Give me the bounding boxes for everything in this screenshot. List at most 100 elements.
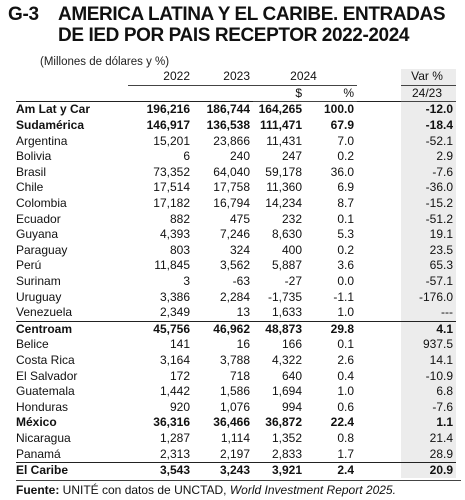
value-2022: 196,216 [128, 101, 193, 118]
table-row: Bolivia 6 240 247 0.2 2.9 [16, 148, 457, 165]
share-2024: 22.4 [330, 415, 355, 430]
table-row: Am Lat y Car 196,216 186,744 164,265 100.0 -1… [16, 101, 457, 118]
country-name: Centroam [16, 320, 128, 338]
spacer [357, 399, 401, 415]
variation: 6.8 [401, 383, 457, 400]
table-row: Ecuador 882 475 232 0.1 -51.2 [16, 211, 457, 227]
table-row: Chile 17,514 17,758 11,360 6.9 -36.0 [16, 180, 457, 196]
share-2024: 2.6 [337, 352, 355, 367]
spacer [357, 446, 401, 462]
variation: -52.1 [401, 133, 457, 149]
value-2023: 324 [229, 242, 250, 257]
header-gap [357, 69, 401, 85]
value-2022: 172 [169, 368, 190, 383]
country-name: Honduras [16, 399, 69, 414]
value-2022: 1,442 [159, 384, 190, 399]
value-2024: 166 [281, 337, 302, 352]
value-2024: 8,630 [271, 227, 302, 242]
country-name: Nicaragua [16, 430, 71, 445]
value-2023: 1,586 [219, 384, 250, 399]
value-2023: 1,076 [219, 399, 250, 414]
variation: 23.5 [401, 242, 457, 259]
value-2022: 45,756 [128, 320, 193, 338]
country-name: Venezuela [16, 305, 73, 320]
share-2024: 1.0 [337, 305, 355, 320]
table-row: Panamá 2,313 2,197 2,833 1.7 28.9 [16, 446, 457, 463]
table-row: Brasil 73,352 64,040 59,178 36.0 -7.6 [16, 164, 457, 181]
value-2022: 2,349 [159, 305, 190, 320]
value-2023: 23,866 [213, 133, 250, 148]
share-2024: 0.0 [337, 274, 355, 289]
variation: 1.1 [401, 415, 457, 431]
value-2024: 4,322 [271, 352, 302, 367]
variation: --- [401, 304, 457, 321]
country-name: Am Lat y Car [16, 101, 128, 118]
country-name: Colombia [16, 196, 67, 211]
value-2022: 920 [169, 399, 190, 414]
table-row: Venezuela 2,349 13 1,633 1.0 --- [16, 304, 457, 321]
value-2022: 3,543 [128, 461, 193, 479]
spacer [357, 258, 401, 274]
value-2024: 2,833 [271, 446, 302, 461]
variation: -57.1 [401, 273, 457, 290]
value-2022: 17,182 [153, 196, 190, 211]
table-row: Belice 141 16 166 0.1 937.5 [16, 337, 457, 353]
variation: 4.1 [401, 320, 457, 338]
table-row: Centroam 45,756 46,962 48,873 29.8 4.1 [16, 320, 457, 338]
table-row: Argentina 15,201 23,866 11,431 7.0 -52.1 [16, 133, 457, 149]
share-2024: 0.6 [337, 399, 355, 414]
spacer [357, 415, 401, 431]
value-2023: 1,114 [220, 430, 250, 445]
value-2024: 5,887 [271, 258, 302, 273]
spacer [357, 180, 401, 196]
share-2024: 0.1 [337, 211, 355, 226]
header-2024: 2024 [253, 69, 358, 86]
share-2024: -1.1 [333, 289, 355, 304]
value-2022: 11,845 [154, 258, 190, 273]
value-2024: -27 [284, 274, 302, 289]
value-2024: 111,471 [259, 118, 302, 133]
value-2023: 475 [229, 211, 250, 226]
value-2024: 48,873 [253, 320, 305, 338]
value-2023: 36,466 [213, 415, 250, 430]
spacer [357, 227, 401, 243]
value-2022: 146,917 [146, 118, 190, 133]
value-2023: 64,040 [213, 164, 250, 179]
spacer [357, 305, 401, 321]
value-2022: 36,316 [153, 415, 190, 430]
share-2024: 0.4 [337, 368, 355, 383]
value-2024: 11,431 [266, 133, 302, 148]
country-name: Uruguay [16, 289, 62, 304]
share-2024: 5.3 [337, 227, 355, 242]
value-2022: 4,393 [159, 227, 190, 242]
header-var: Var % [401, 69, 457, 86]
spacer [357, 149, 401, 165]
value-2024: 1,352 [271, 430, 302, 445]
variation: -7.6 [401, 164, 457, 181]
header-blank [16, 69, 128, 85]
value-2023: 16 [236, 337, 250, 352]
source-label: Fuente: [16, 483, 60, 497]
spacer [357, 165, 401, 181]
spacer [357, 461, 402, 479]
value-2024: 232 [281, 211, 302, 226]
country-name: México [16, 415, 57, 430]
value-2023: 2,284 [219, 289, 250, 304]
value-2022: 141 [169, 337, 190, 352]
country-name: Ecuador [16, 211, 61, 226]
header-2022: 2022 [128, 69, 193, 86]
value-2024: 994 [281, 399, 302, 414]
fdi-table: 2022 2023 2024 Var % $ % 24/23 Am Lat y … [16, 69, 457, 479]
value-2022: 73,352 [153, 164, 190, 179]
table-row: Paraguay 803 324 400 0.2 23.5 [16, 242, 457, 259]
figure-code: G-3 [8, 4, 39, 25]
value-2023: 2,197 [219, 446, 250, 461]
spacer [357, 320, 402, 338]
table-row: Guyana 4,393 7,246 8,630 5.3 19.1 [16, 226, 457, 243]
value-2024: 247 [281, 149, 302, 164]
value-2022: 3 [183, 274, 190, 289]
share-2024: 3.6 [337, 258, 355, 273]
variation: 2.9 [401, 148, 457, 165]
share-2024: 1.0 [337, 384, 355, 399]
value-2022: 17,514 [153, 180, 190, 195]
